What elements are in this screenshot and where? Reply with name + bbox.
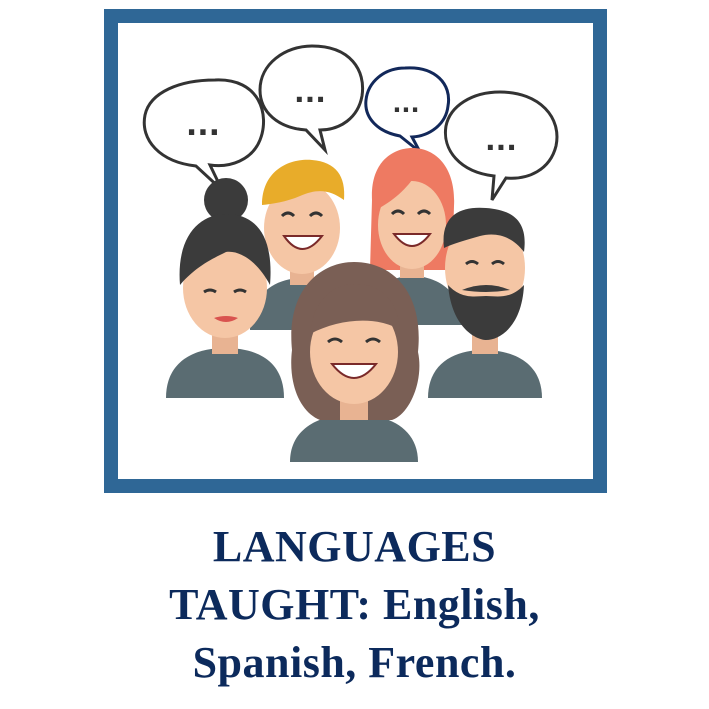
speech-bubble-1: ...: [142, 78, 265, 192]
person-dark-bun-woman: [166, 178, 284, 398]
bubble-dots: ...: [294, 76, 326, 109]
speech-bubble-3: ...: [364, 66, 451, 154]
caption-line-3: Spanish, French.: [192, 638, 517, 687]
bubble-dots: ...: [485, 124, 517, 157]
person-brown-curly-woman: [290, 262, 420, 462]
speech-bubble-4: ...: [443, 90, 559, 201]
caption-line-1: LANGUAGES: [212, 522, 497, 571]
languages-caption: LANGUAGES TAUGHT: English, Spanish, Fren…: [0, 518, 709, 692]
person-bearded-man: [428, 207, 542, 398]
speech-bubble-2: ...: [258, 44, 365, 156]
bubble-dots: ...: [186, 108, 220, 143]
caption-line-2: TAUGHT: English,: [169, 580, 540, 629]
bubble-dots: ...: [392, 90, 419, 118]
people-talking-illustration: ... ... ... ...: [142, 44, 559, 462]
